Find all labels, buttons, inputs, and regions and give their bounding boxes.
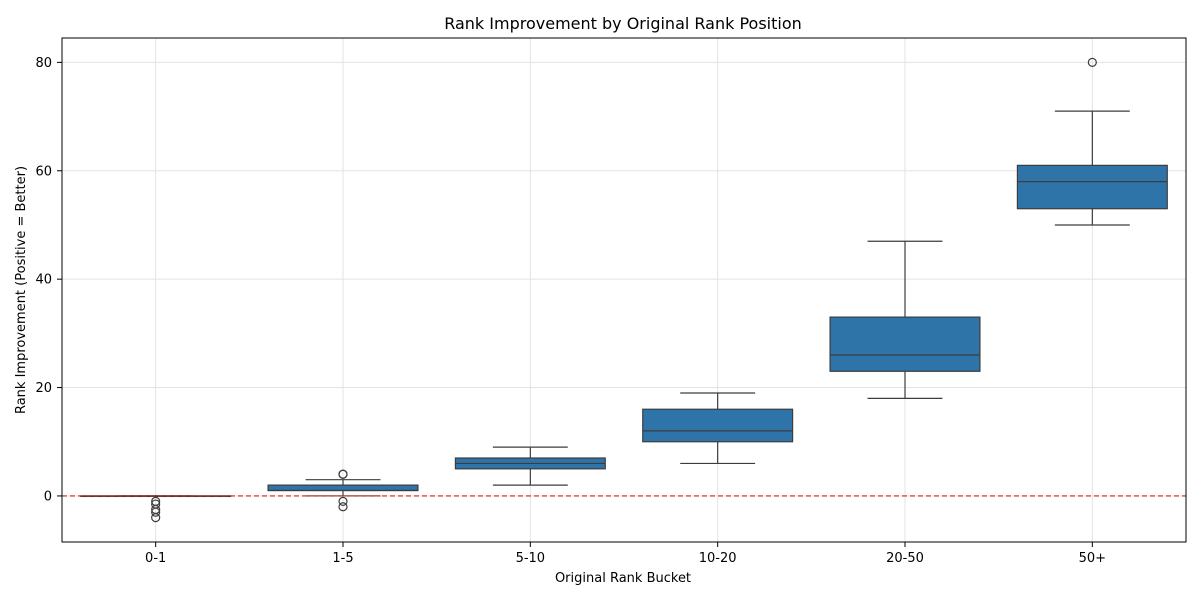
y-tick-label: 60 [35,164,52,179]
x-tick-label: 1-5 [332,551,353,566]
outlier-point [151,507,161,517]
iqr-box [267,484,419,492]
y-tick-label: 20 [35,381,52,396]
x-tick-label: 10-20 [699,551,737,566]
y-axis-label: Rank Improvement (Positive = Better) [14,166,29,414]
y-tick-label: 0 [44,489,52,504]
x-tick-label: 50+ [1079,551,1106,566]
plot-frame [61,37,1187,543]
x-axis-label: Original Rank Bucket [555,571,691,586]
plot-layer [62,57,1186,523]
box-5-10 [454,446,606,486]
box-50+ [1016,57,1168,226]
grid-layer [62,38,1186,542]
iqr-box [1016,164,1168,210]
outlier-point [1087,57,1097,67]
x-tick-label: 0-1 [145,551,166,566]
outlier-point [151,513,161,523]
outlier-point [338,496,348,506]
outlier-point [338,502,348,512]
x-tick-label: 5-10 [516,551,546,566]
outlier-point [338,469,348,479]
y-tick-label: 40 [35,273,52,288]
box-20-50 [829,240,981,399]
x-tick-label: 20-50 [886,551,924,566]
chart-title: Rank Improvement by Original Rank Positi… [444,14,802,33]
y-tick-label: 80 [35,56,52,71]
axes-layer: 0 20 40 60 80 0-1 1-5 5-10 10-20 20-50 50+ [35,37,1187,566]
iqr-box [829,316,981,372]
box-10-20 [642,392,794,465]
iqr-box [642,408,794,443]
